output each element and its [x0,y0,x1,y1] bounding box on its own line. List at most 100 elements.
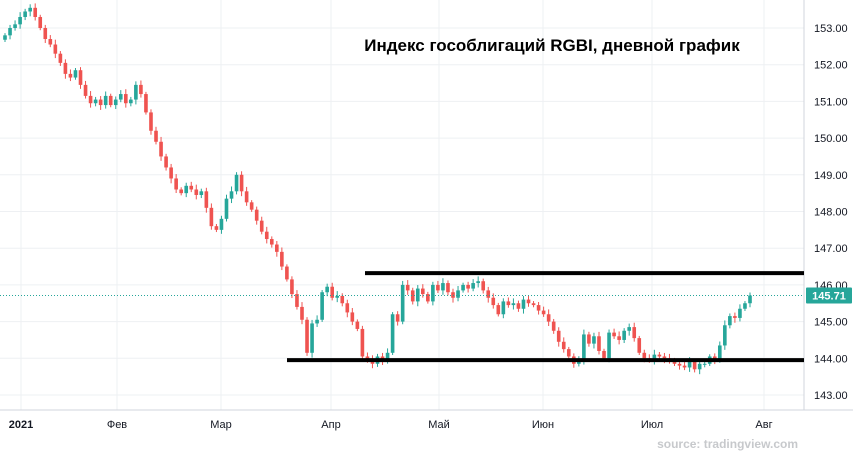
candle-body [360,328,365,357]
candle-body [405,284,410,291]
candle-body [330,286,335,298]
x-tick-label: Апр [321,419,340,431]
candle [491,293,496,309]
candle [108,93,113,108]
x-axis-ticks: 2021 Фев Мар Апр Май Июн Июл Авг [9,419,773,431]
candle-body [692,361,697,370]
y-tick-label: 144.00 [814,353,848,365]
candle [285,264,289,282]
candle-body [3,35,7,40]
candle [310,319,314,358]
candle-body [637,338,642,353]
y-tick-label: 148.00 [814,207,848,219]
candle [239,171,244,197]
candle-body [174,178,178,190]
candle-body [677,363,682,366]
candle-body [516,303,521,309]
candle [305,317,309,356]
candle-body [310,323,314,353]
candle-body [531,303,536,306]
candle-body [697,363,702,370]
candle-body [441,283,445,291]
candle-body [204,191,209,208]
candle-body [184,185,189,194]
candle-body [466,284,470,289]
candle-body [607,332,611,359]
candle-body [244,191,249,203]
candle-body [194,189,199,195]
candle [400,280,405,325]
candle-body [290,279,294,295]
candle [169,163,173,184]
candle-body [345,303,350,313]
candle-body [461,284,465,291]
candle [410,287,415,305]
y-tick-label: 147.00 [814,243,848,255]
candle-body [325,286,329,293]
gridlines [0,0,804,410]
candle-body [154,130,158,142]
candle-body [53,44,58,54]
y-tick-label: 150.00 [814,133,848,145]
candle-body [113,99,118,106]
candle [184,182,189,198]
candle-body [103,95,108,106]
candle [224,194,229,222]
candle [179,187,183,196]
candle-body [335,295,340,298]
candle [506,297,511,308]
y-tick-label: 153.00 [814,23,848,35]
candle [134,81,138,105]
candle-body [23,11,27,17]
candle-body [305,319,309,353]
candle-body [129,99,133,104]
candle [194,184,199,200]
candle [481,278,486,294]
candle-body [123,94,128,104]
candle-body [717,345,722,361]
candle-body [139,84,143,95]
candle [456,286,460,302]
candle-body [471,283,475,289]
candle [159,136,163,161]
candle [652,349,657,365]
candle-body [159,141,163,157]
candle [597,331,601,355]
candle [123,89,128,108]
candle-body [300,306,304,320]
candle [612,328,616,339]
candle-body [58,53,63,63]
x-tick-label: Июн [532,419,554,431]
candle [129,96,133,107]
candle [561,337,566,353]
x-tick-label: Май [428,419,450,431]
candle-body [199,191,204,195]
candle-body [214,226,219,230]
candle [632,322,637,342]
candle-body [385,352,390,361]
candle-body [239,174,244,192]
candle [73,68,78,80]
candle-body [93,99,98,104]
candle [682,361,687,371]
candle [264,226,269,244]
candle [209,203,214,230]
candle [174,174,178,194]
candle [154,126,158,145]
candle [58,51,63,66]
candle [536,302,541,315]
candle-body [486,290,491,298]
candle [68,69,73,82]
candle [103,91,108,109]
candle-body [219,218,224,230]
candle-body [546,314,551,322]
candle [441,278,445,295]
x-tick-label: Фев [107,419,127,431]
candle [531,301,536,308]
candle-body [662,356,667,359]
candle [335,291,340,303]
candle-body [43,28,48,40]
candle-body [632,327,637,339]
candle [295,290,299,310]
